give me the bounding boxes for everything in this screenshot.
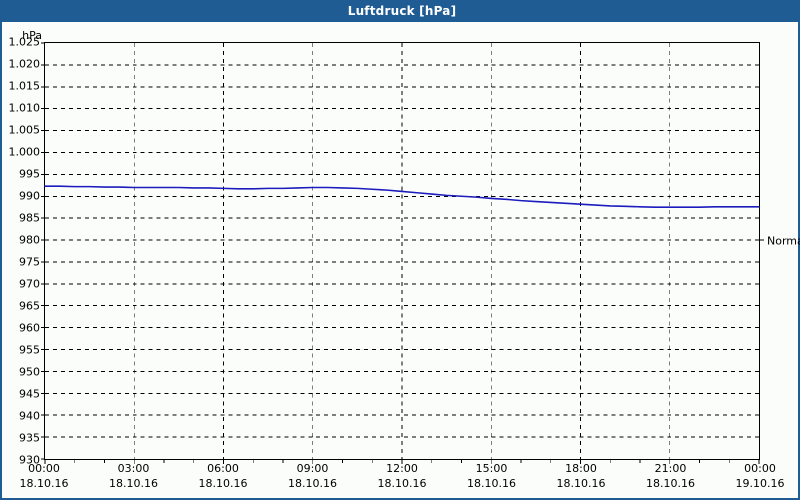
y-axis-tick-label: 985 — [19, 211, 40, 225]
y-axis-tick-label: 930 — [19, 453, 40, 467]
x-axis-tick-labels: 00:00 18.10.16 03:00 18.10.16 06:00 18.10.16 0… — [2, 462, 798, 498]
y-axis-tick-label: 1.025 — [8, 35, 41, 49]
y-axis-tick-label: 965 — [19, 299, 40, 313]
x-axis-tick-label: 06:00 18.10.16 — [199, 462, 248, 490]
y-axis-tick-label: 1.005 — [8, 123, 41, 137]
y-axis-tick-label: 950 — [19, 365, 40, 379]
x-axis-tick-time: 00:00 — [28, 462, 60, 475]
x-axis-tick-label: 00:00 19.10.16 — [736, 462, 785, 490]
y-axis-tick-label: 970 — [19, 277, 40, 291]
y-axis-tick-labels: 930 935 940 945 950 955 960 965 970 975 980 985 990 9… — [2, 36, 41, 467]
y-axis-tick-label: 1.015 — [8, 79, 41, 93]
x-axis-tick-date: 18.10.16 — [467, 477, 516, 490]
x-axis-tick-label: 00:00 18.10.16 — [20, 462, 69, 490]
x-axis-tick-date: 18.10.16 — [198, 477, 248, 490]
x-axis-tick-date: 18.10.16 — [288, 477, 337, 490]
x-axis-tick-date: 18.10.16 — [646, 477, 695, 490]
y-axis-tick-label: 940 — [19, 409, 40, 423]
window-title-bar: Luftdruck [hPa] — [2, 0, 800, 22]
x-axis-tick-date: 18.10.16 — [556, 477, 606, 490]
x-axis-tick-label: 09:00 18.10.16 — [288, 462, 337, 490]
x-axis-tick-time: 12:00 — [386, 462, 418, 475]
y-axis-tick-label: 1.000 — [8, 145, 41, 159]
y-axis-tick-label: 1.020 — [8, 57, 41, 71]
y-axis-tick-label: 980 — [19, 233, 40, 247]
annotation-normal-label: Normal — [767, 234, 800, 248]
x-axis-tick-date: 19.10.16 — [735, 477, 785, 490]
x-axis-tick-time: 00:00 — [744, 462, 776, 475]
plot-area: Normal — [41, 42, 800, 464]
grid-layer — [45, 43, 759, 459]
x-axis-tick-label: 03:00 18.10.16 — [109, 462, 158, 490]
y-axis-tick-label: 935 — [19, 431, 40, 445]
x-axis-tick-date: 18.10.16 — [19, 477, 69, 490]
x-axis-tick-time: 18:00 — [565, 462, 597, 475]
x-axis-tick-time: 06:00 — [207, 462, 239, 475]
x-axis-tick-label: 21:00 18.10.16 — [646, 462, 695, 490]
data-series-layer — [44, 185, 760, 209]
y-axis-tick-label: 955 — [19, 343, 40, 357]
x-axis-tick-label: 18:00 18.10.16 — [557, 462, 606, 490]
axis-tick-layer — [41, 42, 764, 464]
y-axis-tick-label: 995 — [19, 167, 40, 181]
chart-canvas: hPa 930 935 940 945 950 955 960 965 970 975 980 985… — [2, 22, 800, 498]
x-axis-tick-date: 18.10.16 — [109, 477, 158, 490]
page-title: Luftdruck [hPa] — [347, 4, 457, 18]
x-axis-tick-date: 18.10.16 — [377, 477, 427, 490]
x-axis-tick-time: 21:00 — [654, 462, 687, 475]
x-axis-tick-time: 09:00 — [296, 462, 329, 475]
y-axis-tick-label: 975 — [19, 255, 40, 269]
y-axis-tick-label: 945 — [19, 387, 40, 401]
x-axis-tick-label: 12:00 18.10.16 — [378, 462, 427, 490]
y-axis-tick-label: 960 — [19, 321, 40, 335]
x-axis-tick-time: 03:00 — [117, 462, 150, 475]
y-axis-unit-label: hPa — [22, 29, 42, 42]
x-axis-tick-time: 15:00 — [475, 462, 508, 475]
y-axis-tick-label: 990 — [19, 189, 40, 203]
x-axis-tick-label: 15:00 18.10.16 — [467, 462, 516, 490]
y-axis-tick-label: 1.010 — [8, 101, 41, 115]
